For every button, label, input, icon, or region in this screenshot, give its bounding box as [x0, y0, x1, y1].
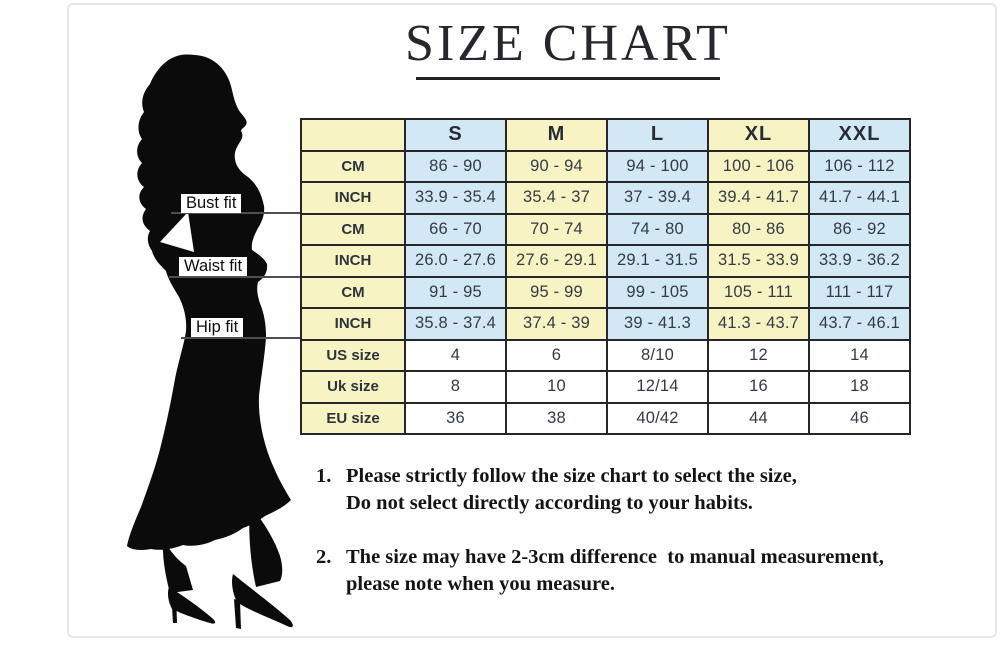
size-value-cell: 43.7 - 46.1 [808, 307, 911, 341]
size-value-cell: 18 [808, 370, 911, 404]
size-value-cell: 86 - 92 [808, 212, 911, 246]
row-label-cell: INCH [300, 244, 406, 278]
size-value-cell: 91 - 95 [404, 275, 507, 309]
size-value-cell: 111 - 117 [808, 275, 911, 309]
size-value-cell: 94 - 100 [606, 149, 709, 183]
note-2: 2. The size may have 2-3cm difference to… [316, 544, 996, 598]
header-row: S M L XL XXL [300, 118, 911, 152]
woman-silhouette-body [127, 54, 293, 629]
size-value-cell: 86 - 90 [404, 149, 507, 183]
page-title: SIZE CHART [405, 15, 731, 72]
waist-pointer-line [169, 276, 300, 278]
row-label-cell: CM [300, 212, 406, 246]
size-value-cell: 40/42 [606, 401, 709, 435]
size-value-cell: 10 [505, 370, 608, 404]
size-value-cell: 105 - 111 [707, 275, 810, 309]
size-value-cell: 36 [404, 401, 507, 435]
size-table: S M L XL XXL CM 86 - 90 90 - 94 94 - 100 100 - 10… [300, 118, 911, 435]
card-frame [67, 3, 997, 638]
size-value-cell: 74 - 80 [606, 212, 709, 246]
table-row: CM 66 - 70 70 - 74 74 - 80 80 - 86 86 - 92 [300, 212, 911, 246]
note-1-line2: Do not select directly according to your… [346, 492, 753, 514]
row-label-cell: INCH [300, 181, 406, 215]
note-1: 1. Please strictly follow the size chart… [316, 463, 956, 517]
column-header-xxl: XXL [808, 118, 911, 152]
table-row: CM 86 - 90 90 - 94 94 - 100 100 - 106 106 - 1… [300, 149, 911, 183]
table-row: CM 91 - 95 95 - 99 99 - 105 105 - 111 111 - 1… [300, 275, 911, 309]
size-value-cell: 27.6 - 29.1 [505, 244, 608, 278]
size-value-cell: 106 - 112 [808, 149, 911, 183]
row-label-cell: EU size [300, 401, 406, 435]
size-value-cell: 33.9 - 35.4 [404, 181, 507, 215]
size-value-cell: 8 [404, 370, 507, 404]
bust-pointer-line [171, 212, 300, 214]
note-1-number: 1. [316, 465, 332, 487]
size-value-cell: 44 [707, 401, 810, 435]
size-value-cell: 37 - 39.4 [606, 181, 709, 215]
size-value-cell: 31.5 - 33.9 [707, 244, 810, 278]
size-value-cell: 12/14 [606, 370, 709, 404]
row-label-cell: INCH [300, 307, 406, 341]
note-1-text: Please strictly follow the size chart to… [346, 463, 797, 517]
hip-fit-label: Hip fit [191, 318, 244, 337]
title-underline [416, 77, 720, 80]
size-value-cell: 6 [505, 338, 608, 372]
size-value-cell: 12 [707, 338, 810, 372]
size-value-cell: 33.9 - 36.2 [808, 244, 911, 278]
note-1-line1: Please strictly follow the size chart to… [346, 465, 797, 487]
size-value-cell: 95 - 99 [505, 275, 608, 309]
size-value-cell: 46 [808, 401, 911, 435]
size-value-cell: 41.3 - 43.7 [707, 307, 810, 341]
note-2-number: 2. [316, 546, 332, 568]
arm-gap [160, 212, 194, 252]
table-row: INCH 33.9 - 35.4 35.4 - 37 37 - 39.4 39.4 - … [300, 181, 911, 215]
size-value-cell: 90 - 94 [505, 149, 608, 183]
size-value-cell: 14 [808, 338, 911, 372]
note-2-line1: The size may have 2-3cm difference to ma… [346, 546, 884, 568]
size-value-cell: 38 [505, 401, 608, 435]
size-value-cell: 100 - 106 [707, 149, 810, 183]
column-header-xl: XL [707, 118, 810, 152]
column-header-m: M [505, 118, 608, 152]
table-row: INCH 35.8 - 37.4 37.4 - 39 39 - 41.3 41.3 - … [300, 307, 911, 341]
size-value-cell: 99 - 105 [606, 275, 709, 309]
table-row: INCH 26.0 - 27.6 27.6 - 29.1 29.1 - 31.5 31.… [300, 244, 911, 278]
size-value-cell: 35.4 - 37 [505, 181, 608, 215]
column-header-s: S [404, 118, 507, 152]
note-2-line2: please note when you measure. [346, 573, 615, 595]
size-value-cell: 16 [707, 370, 810, 404]
size-value-cell: 8/10 [606, 338, 709, 372]
size-table-body: S M L XL XXL CM 86 - 90 90 - 94 94 - 100 100 - 10… [300, 118, 911, 435]
note-2-text: The size may have 2-3cm difference to ma… [346, 544, 884, 598]
title-block: SIZE CHART [378, 16, 758, 80]
table-row: EU size 36 38 40/42 44 46 [300, 401, 911, 435]
size-value-cell: 37.4 - 39 [505, 307, 608, 341]
size-value-cell: 35.8 - 37.4 [404, 307, 507, 341]
size-value-cell: 29.1 - 31.5 [606, 244, 709, 278]
row-label-cell: CM [300, 149, 406, 183]
size-value-cell: 4 [404, 338, 507, 372]
size-value-cell: 41.7 - 44.1 [808, 181, 911, 215]
size-value-cell: 70 - 74 [505, 212, 608, 246]
row-label-cell: Uk size [300, 370, 406, 404]
size-value-cell: 26.0 - 27.6 [404, 244, 507, 278]
row-label-cell: US size [300, 338, 406, 372]
row-label-cell: CM [300, 275, 406, 309]
bust-fit-label: Bust fit [181, 194, 242, 213]
size-value-cell: 80 - 86 [707, 212, 810, 246]
column-header-l: L [606, 118, 709, 152]
hip-pointer-line [181, 337, 300, 339]
size-value-cell: 39 - 41.3 [606, 307, 709, 341]
size-value-cell: 66 - 70 [404, 212, 507, 246]
size-value-cell: 39.4 - 41.7 [707, 181, 810, 215]
table-row: US size 4 6 8/10 12 14 [300, 338, 911, 372]
table-row: Uk size 8 10 12/14 16 18 [300, 370, 911, 404]
waist-fit-label: Waist fit [179, 257, 248, 276]
corner-cell [300, 118, 406, 152]
